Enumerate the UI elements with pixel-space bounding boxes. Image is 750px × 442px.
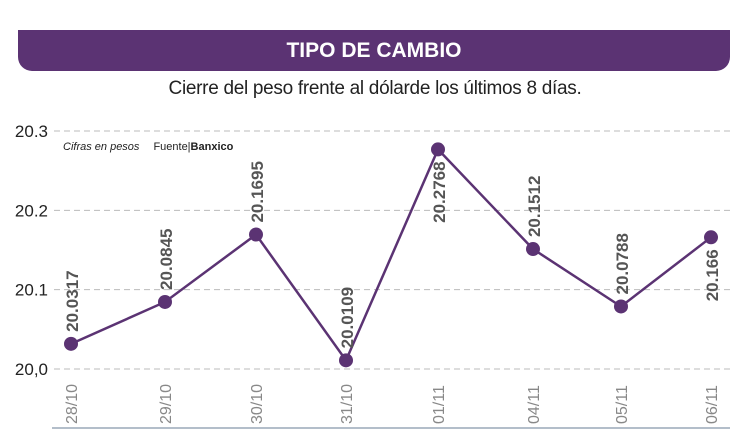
x-tick-label: 01/11 (431, 385, 448, 424)
x-tick-label: 05/11 (614, 385, 631, 424)
data-point (64, 336, 78, 351)
x-tick-label: 31/10 (339, 384, 356, 424)
data-point (431, 142, 445, 157)
source-label: Fuente| (153, 141, 191, 153)
units-note: Cifras en pesos (63, 141, 140, 153)
x-tick-label: 29/10 (158, 384, 175, 424)
x-tick-label: 30/10 (249, 384, 266, 424)
data-label: 20.0109 (338, 287, 357, 348)
chart-title-banner: TIPO DE CAMBIO (18, 30, 730, 71)
x-tick-label: 04/11 (526, 385, 543, 424)
y-tick-label: 20.1 (15, 281, 48, 300)
data-point (249, 227, 263, 242)
data-point (158, 294, 172, 309)
y-tick-label: 20.3 (15, 122, 48, 141)
source-note: Cifras en pesos Fuente|Banxico (63, 141, 233, 153)
data-label: 20.166 (703, 249, 722, 301)
data-label: 20.0317 (63, 270, 82, 331)
data-label: 20.0788 (613, 233, 632, 294)
y-tick-label: 20.2 (15, 201, 48, 220)
data-label: 20.2768 (430, 161, 449, 222)
data-point (614, 299, 628, 314)
data-point (339, 353, 353, 368)
data-label: 20.1512 (525, 176, 544, 237)
chart-subtitle: Cierre del peso frente al dólarde los úl… (168, 78, 582, 99)
data-point (704, 230, 718, 245)
y-tick-label: 20,0 (15, 360, 48, 379)
x-tick-label: 28/10 (64, 384, 81, 424)
series-line (70, 147, 712, 363)
source-name: Banxico (190, 141, 234, 153)
data-point (526, 242, 540, 257)
x-tick-label: 06/11 (704, 385, 721, 424)
data-label: 20.1695 (248, 161, 267, 222)
data-label: 20.0845 (157, 229, 176, 290)
